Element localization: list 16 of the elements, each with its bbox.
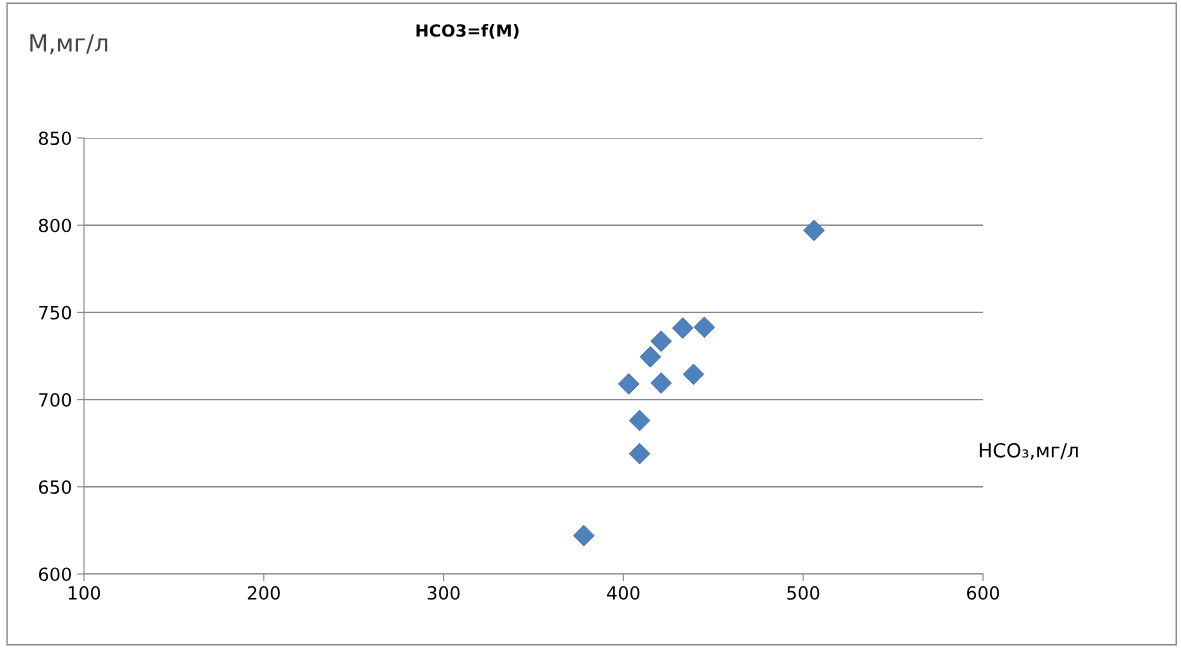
- x-tick-label: 100: [68, 586, 101, 600]
- point: [628, 409, 651, 432]
- y-tick-label: 650: [38, 480, 71, 494]
- y-tick-label: 600: [38, 567, 71, 582]
- x-tick-label: 600: [967, 586, 1000, 600]
- x-tick-label: 400: [607, 586, 640, 600]
- y-tick-label: 850: [38, 131, 71, 146]
- x-tick-label: 300: [427, 586, 460, 600]
- y-tick-label: 800: [38, 218, 71, 233]
- chart-title: HCO3=f(M): [416, 23, 519, 39]
- x-tick-label: 200: [247, 586, 280, 600]
- x-axis-title: HCO₃,мг/л: [979, 442, 1078, 460]
- x-tick-label: 500: [787, 586, 820, 600]
- y-tick-label: 750: [39, 305, 71, 320]
- y-tick-label: 700: [39, 393, 71, 407]
- y-axis-title: М,мг/л: [30, 34, 108, 55]
